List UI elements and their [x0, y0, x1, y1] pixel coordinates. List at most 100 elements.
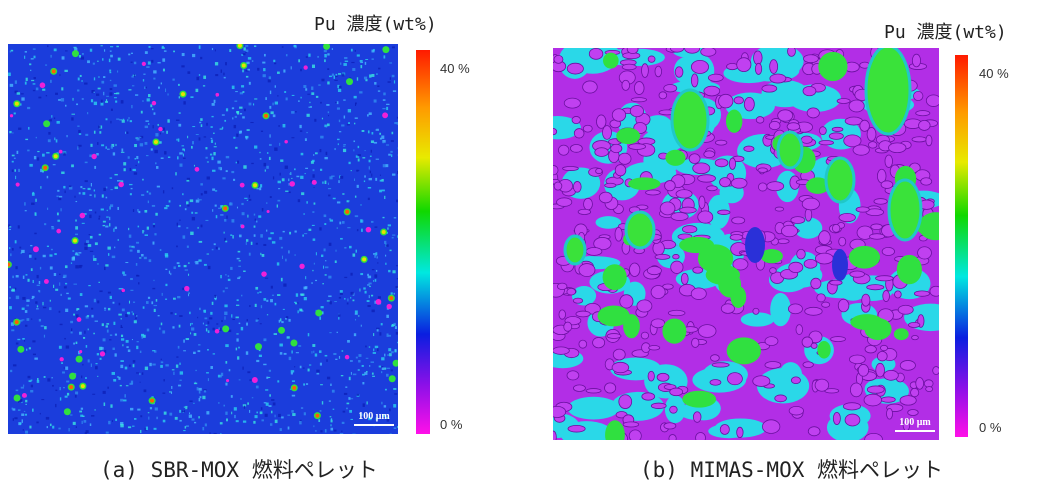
texture: [139, 257, 142, 259]
texture: [381, 189, 385, 192]
texture: [24, 55, 26, 59]
texture: [233, 414, 236, 419]
texture: [231, 85, 235, 90]
texture: [320, 101, 322, 104]
texture: [384, 195, 386, 200]
texture: [25, 399, 28, 403]
texture: [198, 259, 202, 262]
texture: [83, 420, 87, 423]
texture: [64, 395, 68, 398]
texture: [36, 284, 40, 286]
texture: [182, 235, 186, 239]
texture: [381, 401, 383, 405]
texture: [274, 147, 278, 151]
texture: [336, 227, 338, 229]
texture: [78, 192, 81, 195]
texture: [629, 262, 641, 277]
texture: [332, 408, 335, 410]
texture: [24, 202, 26, 206]
texture: [340, 375, 344, 377]
texture: [97, 263, 99, 265]
texture: [246, 239, 249, 242]
texture: [363, 76, 368, 80]
texture: [144, 141, 148, 145]
texture: [239, 234, 242, 238]
texture: [880, 396, 896, 403]
texture: [96, 353, 100, 356]
texture: [918, 120, 931, 131]
texture: [360, 219, 363, 223]
texture: [106, 329, 109, 333]
texture: [788, 261, 804, 273]
texture: [628, 143, 646, 150]
texture: [21, 307, 25, 310]
texture: [375, 252, 378, 256]
texture: [288, 356, 292, 361]
texture: [151, 396, 154, 398]
texture: [279, 428, 282, 432]
texture: [362, 381, 365, 385]
texture: [241, 212, 245, 216]
texture: [393, 388, 397, 390]
texture: [357, 369, 360, 371]
texture: [127, 156, 130, 159]
texture: [346, 302, 349, 305]
texture: [368, 417, 372, 421]
texture: [274, 85, 276, 88]
texture: [113, 228, 115, 232]
texture: [668, 434, 677, 440]
texture: [198, 416, 200, 419]
texture: [14, 240, 17, 244]
texture: [313, 186, 315, 188]
texture: [268, 405, 272, 407]
texture: [335, 101, 339, 104]
texture: [269, 394, 271, 397]
texture: [341, 124, 345, 127]
texture: [146, 66, 150, 68]
texture: [99, 351, 106, 357]
texture: [190, 231, 194, 236]
texture: [21, 419, 23, 423]
texture: [47, 378, 51, 382]
texture: [25, 430, 29, 434]
texture: [28, 126, 30, 130]
texture: [390, 369, 393, 372]
texture: [213, 132, 215, 134]
texture: [38, 290, 41, 293]
texture: [83, 213, 87, 215]
texture: [224, 119, 227, 122]
texture: [300, 96, 302, 99]
texture: [369, 285, 371, 288]
texture: [173, 371, 175, 375]
texture: [140, 110, 143, 114]
texture: [106, 209, 108, 212]
texture: [159, 132, 161, 135]
texture: [386, 103, 390, 106]
texture: [39, 266, 42, 270]
texture: [12, 132, 14, 134]
texture: [155, 212, 158, 216]
texture: [58, 345, 62, 349]
texture: [46, 151, 50, 154]
texture: [350, 48, 353, 52]
texture: [109, 69, 112, 72]
texture: [103, 76, 106, 79]
texture: [354, 178, 356, 182]
texture: [167, 119, 170, 123]
texture: [392, 90, 397, 92]
texture: [344, 246, 347, 249]
texture: [259, 151, 261, 154]
texture: [179, 362, 181, 365]
texture: [352, 68, 356, 71]
texture: [105, 146, 107, 149]
texture: [331, 73, 335, 77]
texture: [156, 166, 159, 169]
texture: [257, 67, 260, 71]
texture: [624, 210, 656, 250]
texture: [99, 357, 102, 360]
texture: [236, 338, 239, 342]
texture: [894, 290, 902, 299]
texture: [353, 149, 355, 152]
texture: [210, 139, 214, 143]
texture: [278, 326, 286, 334]
